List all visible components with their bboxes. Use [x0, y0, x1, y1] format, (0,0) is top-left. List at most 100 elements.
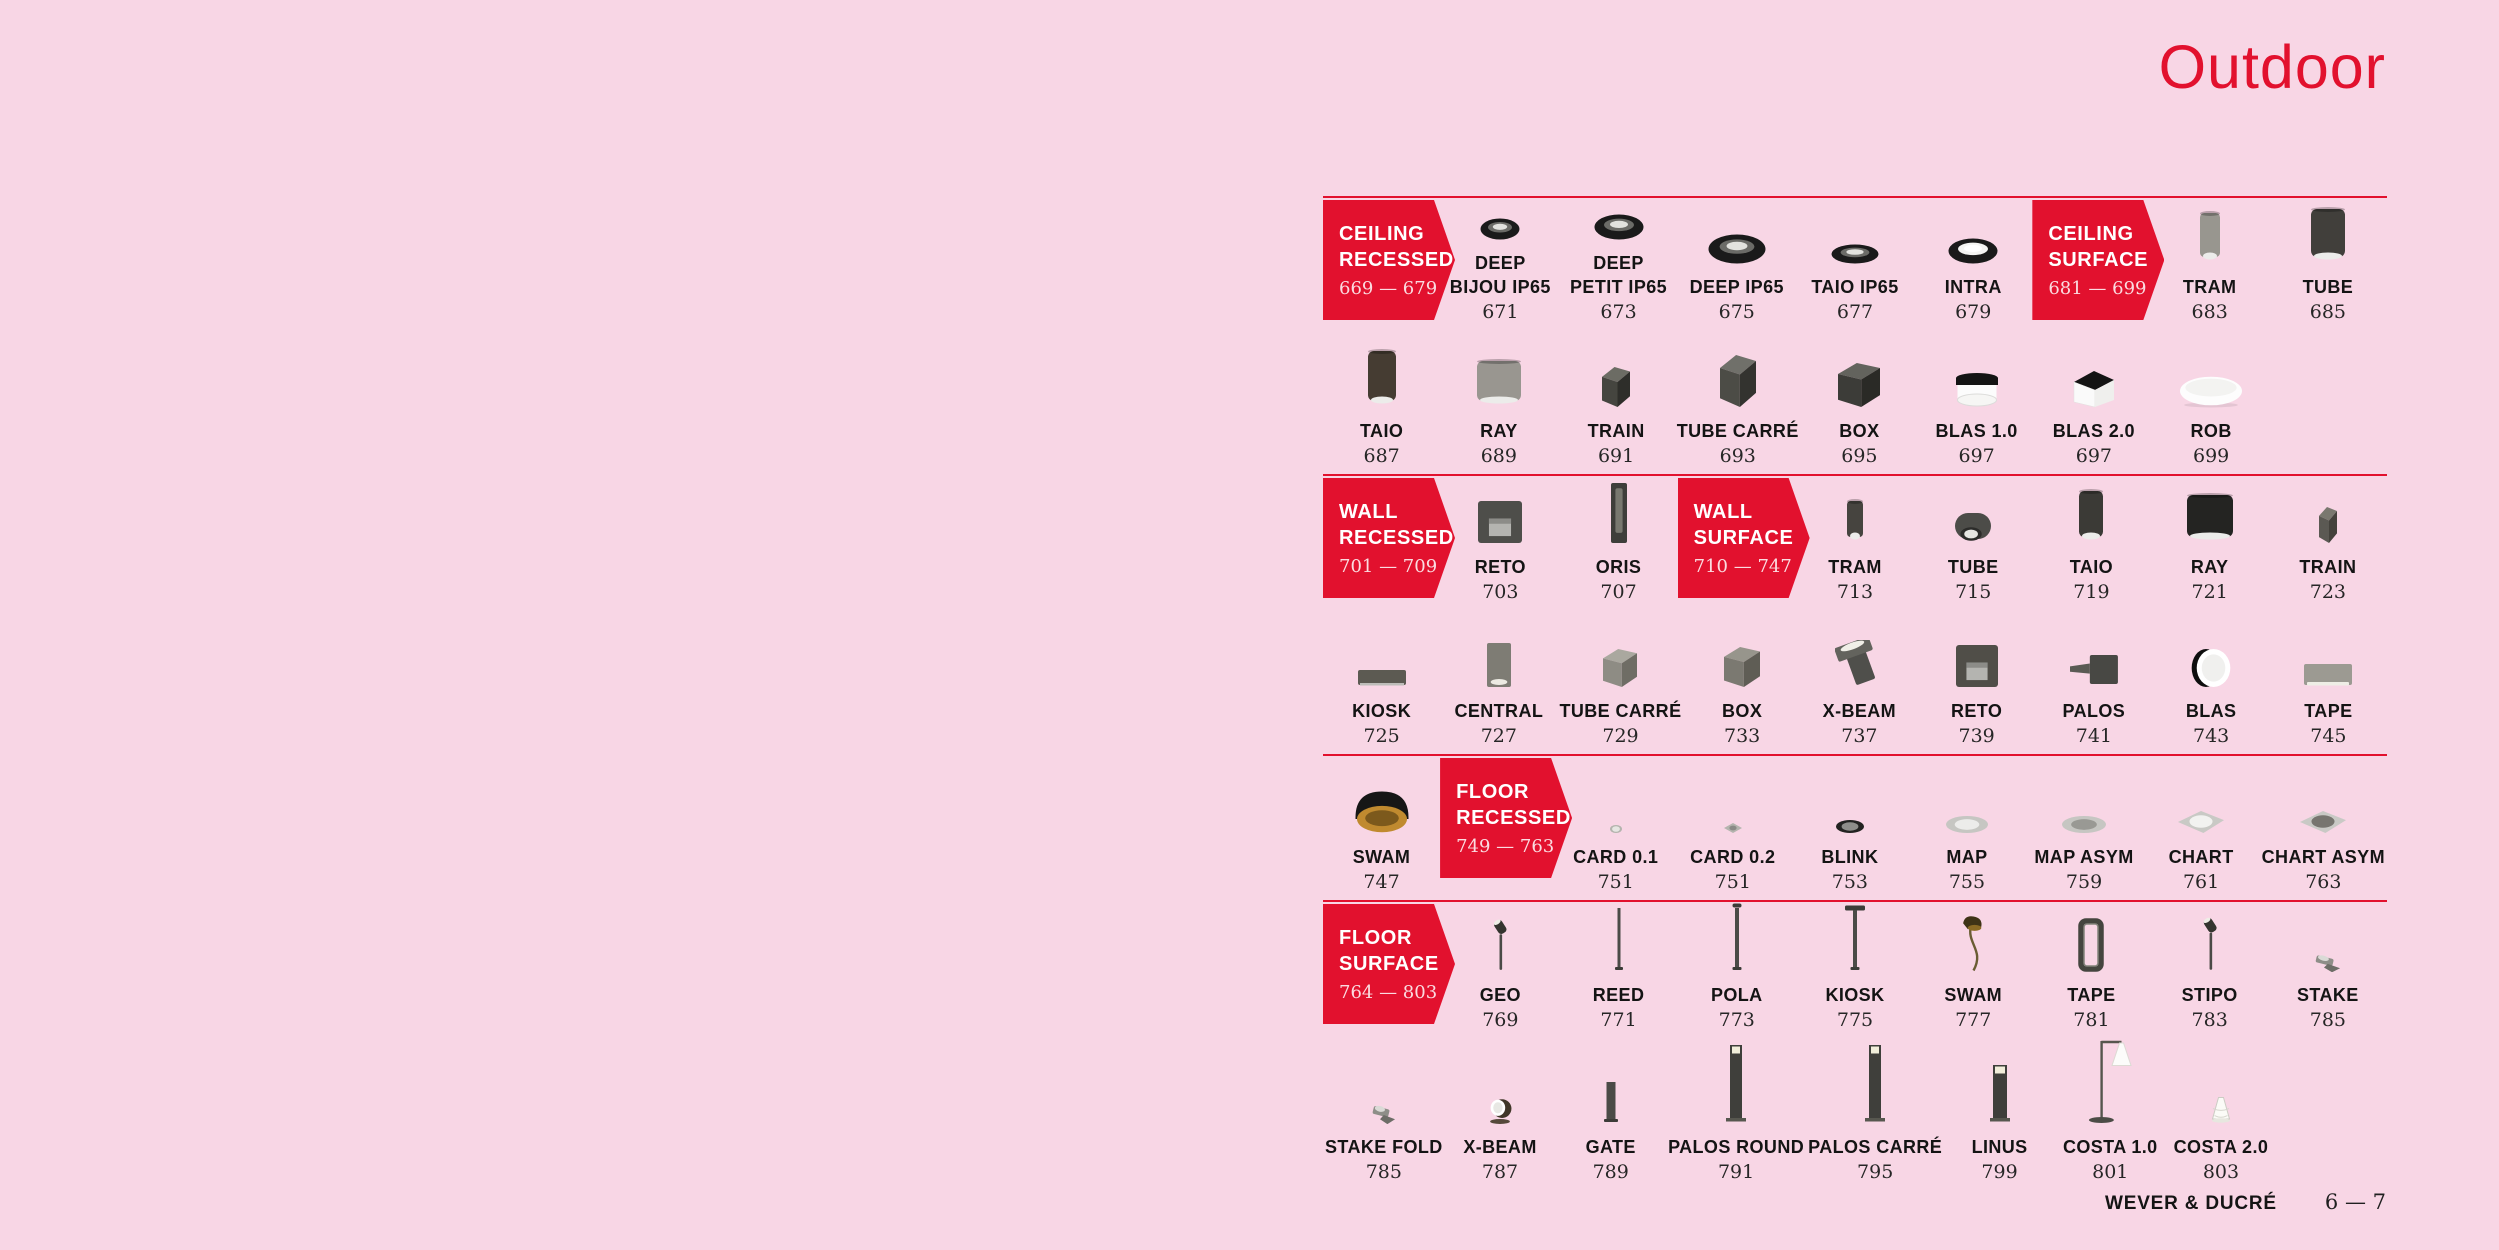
product-page: 699 — [2192, 445, 2230, 467]
product-name: TRAIN — [2299, 556, 2357, 577]
product-name: PALOS CARRÉ — [1808, 1137, 1943, 1157]
product-palos-carr-795: PALOS CARRÉ 795 — [1806, 1038, 1944, 1190]
map-product-icon — [1945, 815, 1989, 834]
product-page: 697 — [2075, 445, 2112, 467]
product-pola-773: POLA 773 — [1678, 902, 1796, 1038]
blink-product-icon — [1835, 819, 1865, 834]
product-palos-741: PALOS 741 — [2035, 610, 2152, 754]
box-product-icon — [1837, 362, 1881, 408]
product-name: MAP — [1946, 846, 1988, 867]
empty-cell — [2270, 330, 2387, 474]
x-beam-product-icon — [1487, 1096, 1513, 1124]
product-taio-719: TAIO 719 — [2032, 476, 2150, 610]
product-gate-789: GATE 789 — [1555, 1038, 1666, 1190]
product-ray-721: RAY 721 — [2151, 476, 2269, 610]
product-name: RAY — [2190, 556, 2229, 577]
product-page: 693 — [1719, 445, 1756, 467]
tram-product-icon — [2199, 210, 2221, 264]
product-chart-761: CHART 761 — [2143, 756, 2260, 900]
product-central-727: CENTRAL 727 — [1440, 610, 1557, 754]
product-name: TUBE CARRÉ — [1676, 420, 1799, 441]
product-name: BLAS 2.0 — [2052, 420, 2135, 441]
section-title: WALL RECESSED — [1339, 500, 1454, 549]
product-name: DEEP BIJOU IP65 — [1449, 253, 1551, 297]
product-page: 799 — [1981, 1161, 2018, 1184]
product-train-691: TRAIN 691 — [1557, 330, 1674, 474]
costa-2-0-product-icon — [2211, 1096, 2231, 1124]
product-name: DEEP PETIT IP65 — [1570, 253, 1668, 297]
intra-product-icon — [1948, 238, 1998, 264]
product-costa-1-0-801: COSTA 1.0 801 — [2055, 1038, 2166, 1190]
product-name: LINUS — [1971, 1137, 2028, 1157]
product-deep-petit-ip65-673: DEEP PETIT IP65 673 — [1559, 198, 1677, 330]
section-title: WALL SURFACE — [1693, 500, 1794, 549]
product-map-asym-759: MAP ASYM 759 — [2025, 756, 2142, 900]
product-page: 685 — [2309, 301, 2346, 323]
product-page: 751 — [1597, 871, 1634, 893]
product-kiosk-725: KIOSK 725 — [1323, 610, 1440, 754]
product-name: CARD 0.1 — [1573, 846, 1659, 867]
product-name: POLA — [1710, 985, 1763, 1005]
product-name: BLAS 1.0 — [1935, 420, 2018, 441]
section-title: FLOOR SURFACE — [1339, 926, 1439, 975]
costa-1-0-product-icon — [2086, 1038, 2134, 1124]
product-name: COSTA 1.0 — [2062, 1137, 2158, 1157]
product-map-755: MAP 755 — [1908, 756, 2025, 900]
card-0-2-product-icon — [1723, 822, 1743, 834]
product-name: RETO — [1950, 700, 2003, 721]
deep-bijou-ip65-product-icon — [1480, 218, 1520, 240]
product-page: 763 — [2305, 871, 2342, 893]
catalog-row-4: KIOSK 725 CENTRAL 727 TUBE CARRÉ 729 BOX 733 X-B… — [1323, 610, 2387, 754]
product-page: 707 — [1600, 581, 1637, 603]
product-name: REED — [1592, 985, 1645, 1005]
catalog-row-6: FLOOR SURFACE 764 — 803 GEO 769 REED 771 POLA 77… — [1323, 900, 2387, 1038]
product-name: PALOS ROUND — [1668, 1137, 1805, 1157]
product-name: X-BEAM — [1822, 700, 1897, 721]
catalog-row-3: WALL RECESSED 701 — 709 RETO 703 ORIS 707 WALL S… — [1323, 474, 2387, 610]
taio-product-icon — [1367, 348, 1397, 408]
blas-product-icon — [2190, 648, 2232, 688]
product-page: 729 — [1602, 725, 1639, 747]
product-tape-745: TAPE 745 — [2270, 610, 2387, 754]
product-page: 791 — [1717, 1161, 1755, 1184]
product-name: CENTRAL — [1454, 700, 1544, 721]
product-page: 745 — [2310, 725, 2347, 747]
product-page: 741 — [2075, 725, 2112, 747]
product-rob-699: ROB 699 — [2153, 330, 2270, 474]
product-page: 775 — [1836, 1009, 1874, 1032]
product-train-723: TRAIN 723 — [2269, 476, 2387, 610]
section-page-range: 669 — 679 — [1339, 278, 1438, 300]
product-page: 679 — [1955, 301, 1992, 323]
geo-product-icon — [1488, 918, 1512, 972]
product-name: BLINK — [1821, 846, 1879, 867]
section-page-range: 681 — 699 — [2048, 278, 2147, 300]
product-card-0-2-751: CARD 0.2 751 — [1674, 756, 1791, 900]
product-name: TUBE — [2302, 276, 2354, 297]
section-banner-ceiling-recessed: CEILING RECESSED 669 — 679 — [1323, 200, 1455, 320]
product-name: CHART — [2168, 846, 2234, 867]
section-page-range: 701 — 709 — [1339, 556, 1438, 578]
product-geo-769: GEO 769 — [1441, 902, 1559, 1038]
product-page: 721 — [2191, 581, 2228, 603]
section-cell-wall-surface: WALL SURFACE 710 — 747 — [1677, 476, 1810, 610]
box-product-icon — [1723, 646, 1761, 688]
oris-product-icon — [1610, 482, 1628, 544]
product-page: 713 — [1836, 581, 1874, 603]
product-page: 795 — [1857, 1161, 1894, 1184]
product-name: TAIO IP65 — [1811, 276, 1899, 297]
product-blas-743: BLAS 743 — [2153, 610, 2270, 754]
page-indicator: 6 — 7 — [2324, 1190, 2386, 1214]
reto-product-icon — [1955, 644, 1999, 688]
product-name: TAIO — [2069, 556, 2114, 577]
product-page: 761 — [2182, 871, 2220, 893]
catalog-grid: CEILING RECESSED 669 — 679 DEEP BIJOU IP65 67… — [1323, 196, 2387, 1188]
product-page: 751 — [1714, 871, 1751, 893]
product-palos-round-791: PALOS ROUND 791 — [1666, 1038, 1806, 1190]
product-name: GATE — [1585, 1137, 1636, 1157]
product-page: 781 — [2073, 1009, 2110, 1032]
product-tube-carr-729: TUBE CARRÉ 729 — [1557, 610, 1683, 754]
product-stake-fold-785: STAKE FOLD 785 — [1323, 1038, 1445, 1190]
product-name: STIPO — [2181, 985, 2238, 1005]
product-name: SWAM — [1352, 846, 1411, 867]
